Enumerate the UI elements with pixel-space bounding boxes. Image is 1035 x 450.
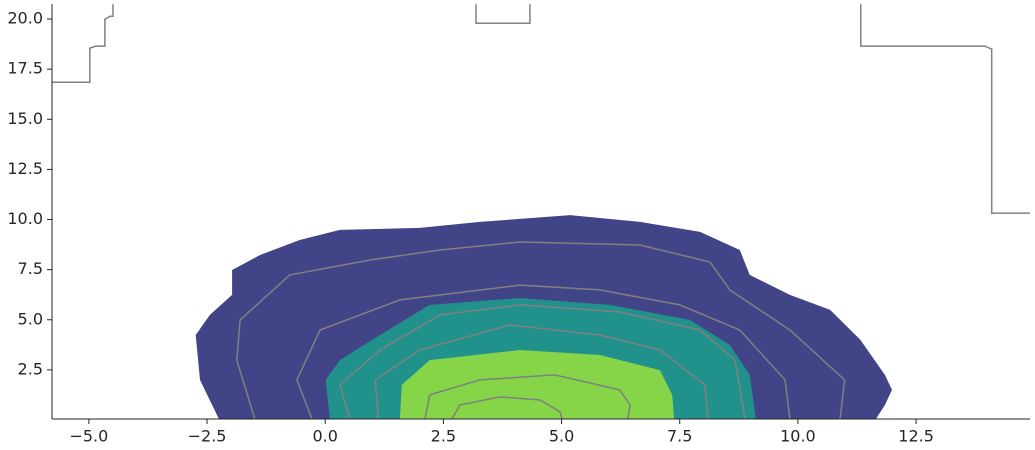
x-tick-label: 5.0 [549,427,574,446]
y-tick-label: 5.0 [18,309,43,328]
x-tick-label: −2.5 [188,427,227,446]
x-tick-label: 10.0 [780,427,816,446]
contour-line [296,284,791,420]
contour-line [374,324,709,420]
density-region [399,350,675,419]
y-tick-label: 12.5 [7,159,43,178]
x-tick-label: 0.0 [312,427,337,446]
contour-line [451,396,563,420]
y-tick-label: 20.0 [7,9,43,28]
contour-line [52,4,1030,214]
y-tick-label: 17.5 [7,59,43,78]
y-tick-label: 2.5 [18,359,43,378]
y-tick-label: 15.0 [7,109,43,128]
y-tick-label: 7.5 [18,259,43,278]
x-tick-label: 12.5 [898,427,934,446]
contour-line [424,374,631,420]
x-tick-label: 7.5 [667,427,692,446]
contour-line [236,241,846,420]
x-tick-label: −5.0 [69,427,108,446]
contour-line [339,304,746,420]
y-tick-label: 10.0 [7,209,43,228]
x-tick-label: 2.5 [431,427,456,446]
